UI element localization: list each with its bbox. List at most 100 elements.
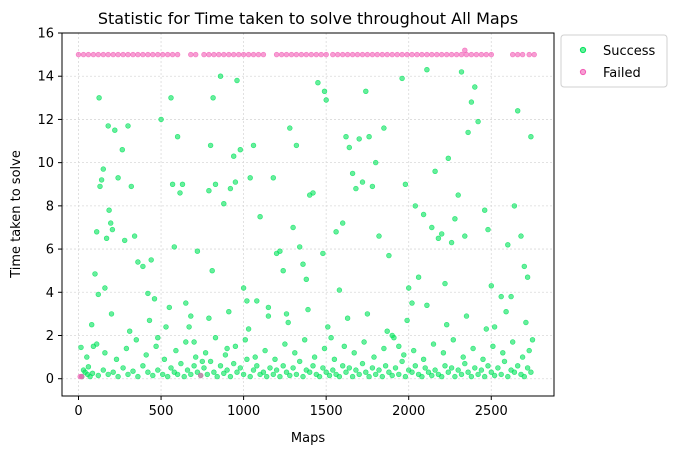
success-point xyxy=(110,369,116,375)
success-point xyxy=(130,368,136,374)
success-point xyxy=(420,211,427,218)
success-point xyxy=(148,257,154,263)
failed-point xyxy=(135,51,141,58)
success-point xyxy=(320,250,326,257)
success-point xyxy=(326,372,333,379)
success-point xyxy=(404,317,410,324)
success-point xyxy=(260,369,267,375)
y-tick-label: 6 xyxy=(46,243,54,258)
success-point xyxy=(202,350,209,356)
success-point xyxy=(336,373,343,380)
success-point xyxy=(371,354,377,360)
success-point xyxy=(316,373,323,380)
success-point xyxy=(445,369,451,375)
success-point xyxy=(490,343,496,349)
success-point xyxy=(419,373,425,380)
success-point xyxy=(391,335,397,341)
failed-point xyxy=(260,51,267,58)
success-point xyxy=(402,373,409,380)
success-point xyxy=(119,147,126,153)
success-point xyxy=(361,339,367,345)
success-point xyxy=(458,69,465,75)
success-point xyxy=(115,175,121,181)
success-point xyxy=(204,371,211,378)
success-point xyxy=(315,79,321,86)
success-point xyxy=(184,367,191,373)
success-point xyxy=(227,185,234,192)
success-point xyxy=(265,313,272,319)
success-point xyxy=(462,233,468,239)
success-point xyxy=(95,291,102,298)
success-point xyxy=(133,337,140,343)
y-tick-label: 2 xyxy=(46,329,54,344)
success-point xyxy=(123,345,130,352)
success-point xyxy=(510,339,516,345)
success-point xyxy=(173,347,179,354)
success-point xyxy=(376,367,382,373)
x-tick-label: 2000 xyxy=(392,404,425,419)
success-point xyxy=(528,369,534,375)
success-point xyxy=(341,343,347,349)
success-point xyxy=(511,203,518,209)
failed-point xyxy=(308,51,314,58)
success-point xyxy=(193,354,199,360)
success-point xyxy=(211,369,217,375)
success-point xyxy=(277,373,283,380)
success-point xyxy=(88,322,95,328)
success-point xyxy=(439,231,445,237)
success-point xyxy=(158,116,164,123)
success-point xyxy=(369,365,376,371)
success-point xyxy=(480,356,486,362)
failed-point xyxy=(240,51,247,58)
success-point xyxy=(402,181,409,188)
success-point xyxy=(250,142,257,149)
success-point xyxy=(247,175,253,181)
success-point xyxy=(353,367,359,373)
success-point xyxy=(178,360,184,367)
success-point xyxy=(455,192,461,198)
success-point xyxy=(399,358,405,365)
success-point xyxy=(140,263,146,270)
plot-frame xyxy=(61,32,555,397)
success-point xyxy=(389,372,395,379)
success-point xyxy=(498,293,504,300)
success-point xyxy=(369,183,376,190)
legend-marker-success xyxy=(579,46,587,54)
success-point xyxy=(177,190,183,196)
failed-point xyxy=(514,51,521,58)
failed-point xyxy=(434,51,440,58)
success-point xyxy=(307,369,313,375)
success-point xyxy=(125,123,131,129)
failed-point xyxy=(105,51,111,58)
success-point xyxy=(373,371,379,378)
success-point xyxy=(359,179,366,185)
failed-point xyxy=(206,51,212,58)
success-point xyxy=(270,175,276,181)
success-point xyxy=(364,311,371,317)
success-point xyxy=(409,369,415,375)
success-point xyxy=(188,313,194,319)
success-point xyxy=(524,365,531,371)
success-point xyxy=(455,367,461,373)
success-point xyxy=(523,319,529,326)
success-point xyxy=(310,363,316,369)
success-point xyxy=(207,358,214,365)
failed-point xyxy=(323,51,329,58)
success-point xyxy=(491,324,498,330)
failed-point xyxy=(150,51,156,58)
success-point xyxy=(424,302,430,308)
y-axis-label: Time taken to solve xyxy=(9,150,24,279)
failed-point xyxy=(399,51,405,58)
success-point xyxy=(287,125,293,131)
success-point xyxy=(300,373,306,380)
success-point xyxy=(495,365,501,371)
success-point xyxy=(521,263,527,270)
failed-point xyxy=(478,51,485,58)
success-point xyxy=(439,373,445,380)
success-point xyxy=(105,371,111,378)
success-point xyxy=(221,370,227,376)
success-point xyxy=(113,356,120,362)
success-point xyxy=(100,166,107,172)
success-point xyxy=(237,365,244,371)
